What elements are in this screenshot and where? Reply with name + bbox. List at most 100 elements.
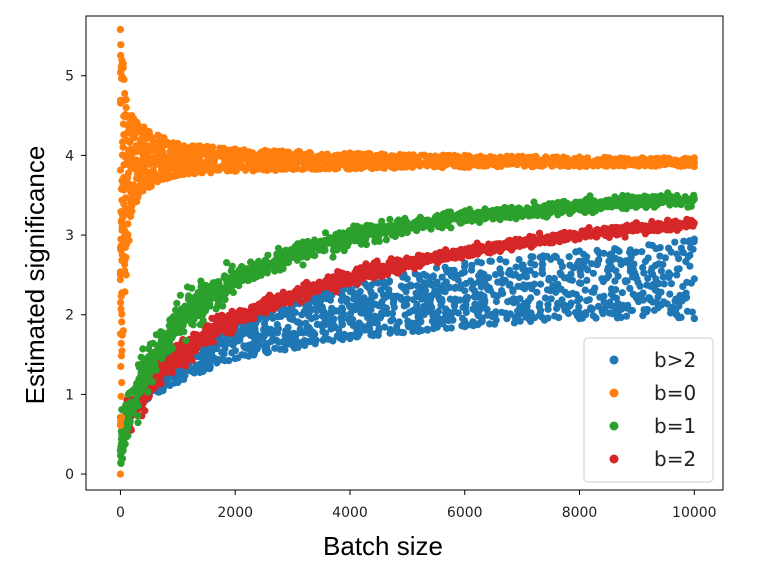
point-b=2 <box>304 288 312 297</box>
point-b=1 <box>495 208 503 216</box>
point-b=1 <box>120 428 129 436</box>
point-b=2 <box>220 316 229 324</box>
point-b=0 <box>119 143 127 151</box>
point-b>2 <box>346 288 354 296</box>
point-b=1 <box>534 211 542 220</box>
point-b=1 <box>197 307 205 315</box>
point-b=2 <box>455 249 463 257</box>
point-b>2 <box>416 309 424 317</box>
point-b>2 <box>594 257 602 265</box>
point-b>2 <box>537 280 545 288</box>
point-b>2 <box>665 273 673 281</box>
point-b=1 <box>567 208 575 216</box>
point-b=1 <box>263 269 271 277</box>
point-b>2 <box>340 295 348 303</box>
point-b>2 <box>250 351 258 359</box>
point-b>2 <box>381 323 389 331</box>
point-b>2 <box>677 244 686 252</box>
point-b=1 <box>182 336 190 345</box>
point-b>2 <box>420 279 428 287</box>
point-b>2 <box>583 276 591 284</box>
point-b>2 <box>451 283 460 291</box>
point-b=1 <box>211 281 220 289</box>
point-b>2 <box>388 292 396 300</box>
point-b=1 <box>568 202 576 210</box>
point-b=2 <box>527 233 535 241</box>
point-b=2 <box>300 281 308 289</box>
point-b>2 <box>679 282 687 291</box>
data-point <box>403 295 411 303</box>
point-b>2 <box>474 278 483 286</box>
point-b=1 <box>382 236 390 244</box>
point-b=2 <box>653 224 662 232</box>
point-b=1 <box>687 202 695 210</box>
data-point <box>518 239 526 247</box>
point-b>2 <box>375 302 383 310</box>
point-b>2 <box>680 237 688 245</box>
point-b>2 <box>403 301 411 309</box>
point-b>2 <box>557 285 565 293</box>
point-b=2 <box>537 233 545 241</box>
point-b>2 <box>667 248 675 256</box>
data-point <box>690 315 698 323</box>
point-b=2 <box>561 233 570 241</box>
point-b=2 <box>674 219 682 227</box>
point-b>2 <box>347 309 355 317</box>
point-b>2 <box>529 253 537 261</box>
point-b=1 <box>228 262 236 270</box>
point-b>2 <box>438 318 446 326</box>
point-b=1 <box>164 335 172 343</box>
point-b=2 <box>602 231 610 239</box>
point-b>2 <box>340 330 348 338</box>
point-b=1 <box>586 201 594 210</box>
point-b>2 <box>533 288 541 296</box>
point-b>2 <box>652 275 660 283</box>
point-b=2 <box>162 369 170 377</box>
point-b=1 <box>388 231 396 239</box>
point-b>2 <box>311 298 319 306</box>
point-b=1 <box>434 214 442 222</box>
point-b=1 <box>127 409 135 417</box>
data-point <box>202 295 211 303</box>
point-b>2 <box>612 267 620 275</box>
point-b=1 <box>117 459 125 467</box>
point-b>2 <box>440 281 448 289</box>
point-b=2 <box>161 363 169 371</box>
point-b=2 <box>490 247 498 255</box>
data-point <box>575 315 584 323</box>
point-b>2 <box>486 257 494 265</box>
point-b=1 <box>664 189 672 197</box>
point-b=1 <box>134 419 142 427</box>
point-b=1 <box>259 260 267 268</box>
point-b=2 <box>217 324 226 332</box>
point-b=1 <box>329 253 337 261</box>
point-b=1 <box>172 306 180 314</box>
point-b=2 <box>247 307 255 316</box>
point-b=1 <box>423 217 431 225</box>
data-point <box>346 233 354 241</box>
data-point <box>403 259 411 267</box>
point-b>2 <box>318 295 326 303</box>
point-b>2 <box>530 280 539 288</box>
point-b>2 <box>565 253 573 261</box>
data-point <box>461 287 469 295</box>
point-b>2 <box>418 326 426 335</box>
point-b=1 <box>508 208 516 216</box>
point-b=1 <box>148 366 156 374</box>
point-b>2 <box>206 357 214 366</box>
point-b>2 <box>450 300 458 308</box>
point-b>2 <box>404 317 412 325</box>
point-b>2 <box>650 306 659 314</box>
point-b>2 <box>299 329 307 337</box>
point-b>2 <box>522 273 531 281</box>
point-b>2 <box>389 299 397 307</box>
point-b=1 <box>199 317 207 325</box>
point-b=1 <box>247 258 255 266</box>
point-b=2 <box>393 256 401 264</box>
point-b=2 <box>388 261 396 269</box>
point-b>2 <box>423 272 431 280</box>
point-b=1 <box>201 302 209 310</box>
point-b=2 <box>182 362 190 370</box>
point-b>2 <box>407 281 415 289</box>
point-b=2 <box>226 313 234 321</box>
